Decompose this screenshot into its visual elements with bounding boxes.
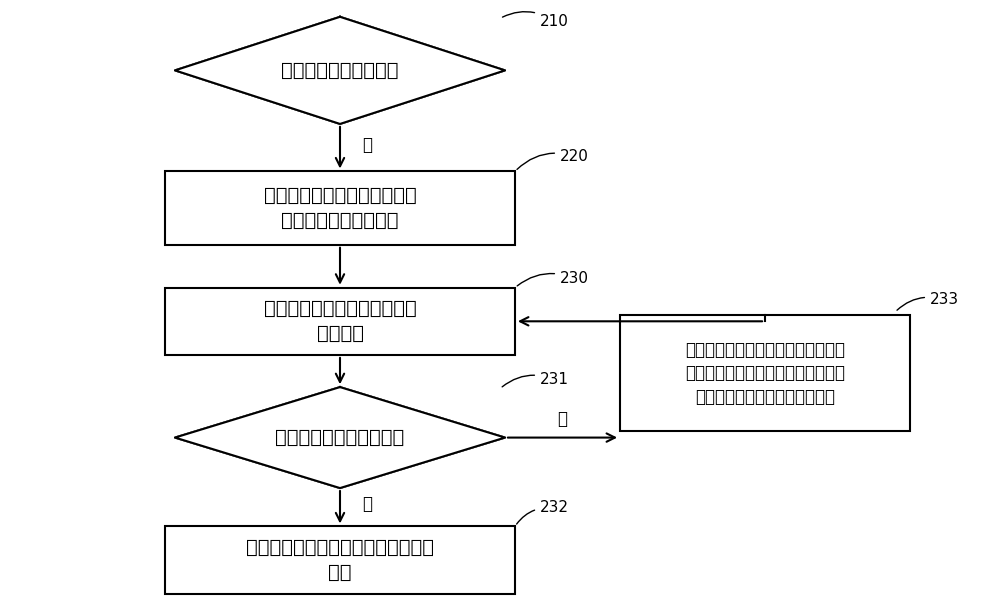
Text: 检测插件模块是否连接: 检测插件模块是否连接 — [281, 61, 399, 80]
Text: 232: 232 — [517, 501, 569, 524]
Polygon shape — [175, 17, 505, 124]
Text: 231: 231 — [502, 372, 569, 387]
Text: 233: 233 — [897, 293, 959, 310]
Text: 预设时间内握手是否成功: 预设时间内握手是否成功 — [275, 428, 405, 447]
Text: 210: 210 — [502, 12, 569, 29]
Bar — [165, 288, 515, 355]
Bar — [620, 315, 910, 431]
Bar — [165, 526, 515, 594]
Text: 根据当前通信速率与插件模块
进行握手: 根据当前通信速率与插件模块 进行握手 — [264, 299, 416, 343]
Polygon shape — [175, 387, 505, 488]
Text: 220: 220 — [517, 149, 589, 170]
Text: 建立监护设备与插件模块之间的红外
通信: 建立监护设备与插件模块之间的红外 通信 — [246, 538, 434, 582]
Text: 对监护设备支持的工作模式所允许的
第一通信速率进行轮询，以轮询到的
第一通信速率作为当前通信速率: 对监护设备支持的工作模式所允许的 第一通信速率进行轮询，以轮询到的 第一通信速率… — [685, 341, 845, 406]
Text: 230: 230 — [517, 271, 589, 286]
Bar — [165, 171, 515, 245]
Text: 向插件模块供电，并按照当前
通信速率启动红外通信: 向插件模块供电，并按照当前 通信速率启动红外通信 — [264, 186, 416, 230]
Text: 否: 否 — [558, 411, 568, 428]
Text: 是: 是 — [362, 136, 372, 154]
Text: 是: 是 — [362, 495, 372, 513]
